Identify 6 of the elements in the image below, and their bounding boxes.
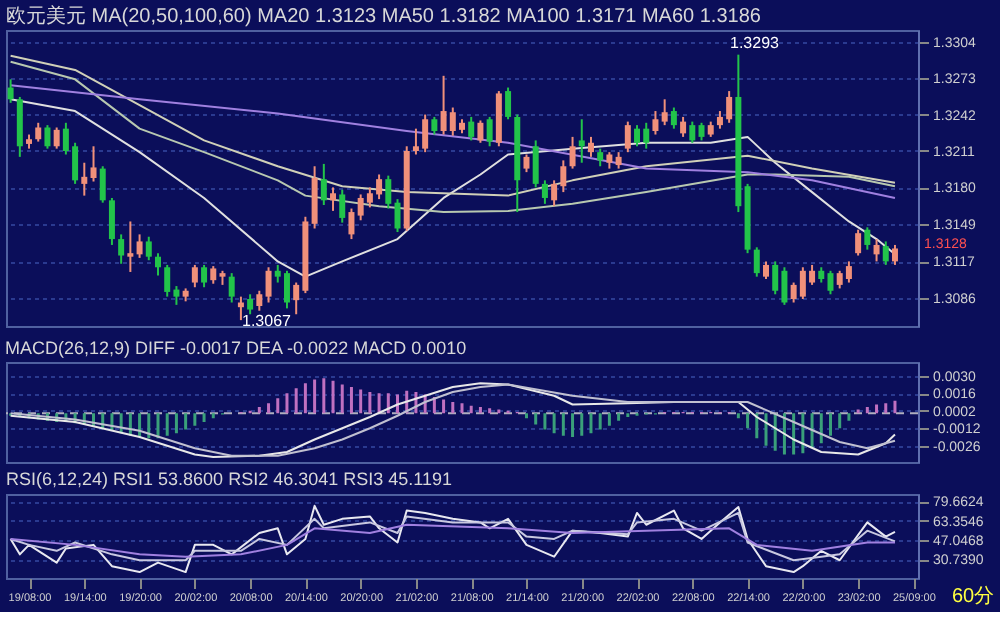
chart-title: 欧元美元 MA(20,50,100,60) MA20 1.3123 MA50 1.3182 MA100 1.3171 MA60 1.3186 bbox=[6, 4, 762, 28]
chart-title: RSI(6,12,24) RSI1 53.8600 RSI2 46.3041 RSI3 45.1191 bbox=[6, 469, 452, 490]
annotation: 1.3067 bbox=[242, 312, 293, 330]
chart-title: MACD(26,12,9) DIFF -0.0017 DEA -0.0022 MACD 0.0010 bbox=[5, 338, 467, 358]
annotation: 1.3293 bbox=[730, 34, 781, 52]
text: 60分 bbox=[952, 584, 995, 608]
